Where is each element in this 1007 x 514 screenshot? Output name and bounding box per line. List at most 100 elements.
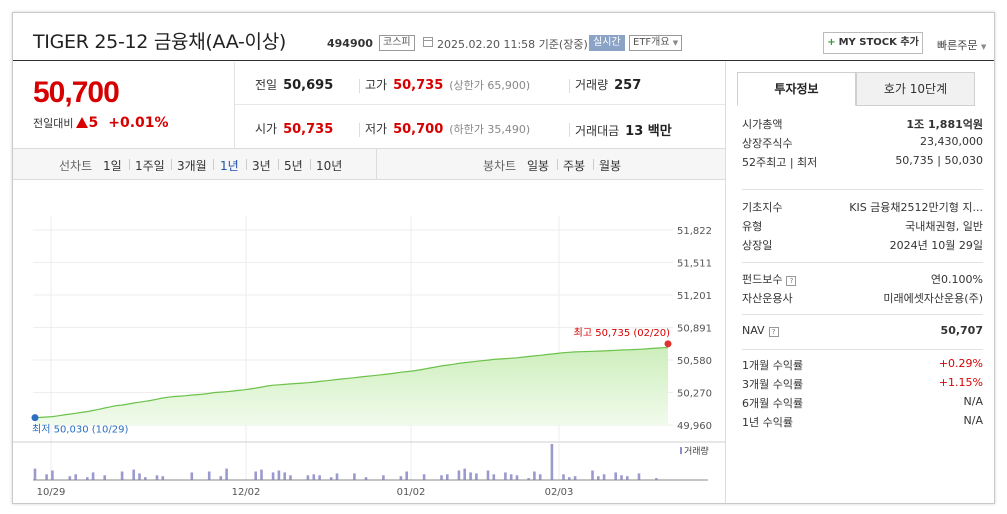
tab-candle-month[interactable]: 월봉 [599,159,622,173]
etf-overview-dropdown[interactable]: ETF개요 ▼ [629,35,683,51]
volume-bar [620,475,623,480]
tab-period-1y[interactable]: 1년 [220,159,239,173]
volume-bar [155,475,159,480]
my-stock-add-button[interactable]: + MY STOCK 추가 [823,32,923,54]
stat-value: 50,695 [283,78,334,93]
change-amount: 5 [88,115,99,131]
stat-high: 고가 50,735 (상한가 65,900) [365,76,530,93]
info-row: 3개월 수익률 +1.15% [742,376,983,395]
stat-label: 시가 [255,122,278,136]
info-value: 연0.100% [930,273,983,286]
volume-bar [353,473,356,480]
volume-bar [91,472,95,480]
stat-value: 50,735 [283,122,334,137]
y-tick-label: 51,822 [677,226,712,237]
info-row: 1개월 수익률 +0.29% [742,357,983,376]
info-key-text: 52주최고 | 최저 [742,156,818,169]
volume-bar [207,471,211,480]
stat-low: 저가 50,700 (하한가 35,490) [365,120,530,137]
price-area [35,347,668,425]
volume-bar [33,468,37,480]
volume-bar [306,475,310,480]
volume-bar [86,477,89,480]
help-icon[interactable]: ? [786,276,797,286]
info-value: 2024년 10월 29일 [889,239,983,252]
divider [171,159,172,170]
volume-bar [533,471,536,480]
info-value: 1조 1,881억원 [906,118,983,131]
info-key: 상장일 [742,237,772,253]
tab-invest-info[interactable]: 투자정보 [737,72,856,106]
volume-bar [289,475,292,480]
divider [593,159,594,170]
volume-bar [271,472,275,480]
divider [235,104,725,105]
returns-section: 1개월 수익률 +0.29% 3개월 수익률 +1.15% 6개월 수익률 N/A 1년 수… [742,357,983,433]
volume-bar [161,476,165,480]
tab-period-5y[interactable]: 5년 [284,159,303,173]
volume-bar [74,474,77,480]
info-key: 자산운용사 [742,290,793,306]
volume-bar [103,475,106,480]
info-key: 펀드보수? [742,271,797,287]
divider [742,349,983,350]
fee-section: 펀드보수? 연0.100% 자산운용사 미래에셋자산운용(주) [742,271,983,309]
divider [213,159,214,170]
tab-candle-week[interactable]: 주봉 [563,159,586,173]
volume-bar [486,470,490,480]
volume-bar [626,476,629,480]
volume-bar [45,474,48,480]
current-price: 50,700 [33,76,120,109]
volume-bar [597,476,600,480]
price-chart: 51,822 51,511 51,201 50,891 50,580 50,270 49,9… [13,216,725,498]
info-value: +0.29% [938,357,983,370]
tab-period-3y[interactable]: 3년 [252,159,271,173]
divider [569,123,570,137]
divider [569,79,570,93]
stat-prev-close: 전일 50,695 [255,76,333,93]
divider [359,79,360,93]
divider [376,149,377,179]
timestamp: 2025.02.20 11:58 기준(장중) [437,38,588,51]
fund-info-section: 기초지수 KIS 금융채2512만기형 지... 유형 국내채권형, 일반 상장일 202… [742,199,983,256]
info-value: 50,735 | 50,030 [895,154,983,167]
y-tick-label: 50,270 [677,389,712,400]
stock-header: TIGER 25-12 금융채(AA-이상) 494900 코스피 2025.0… [13,13,994,61]
divider [246,159,247,170]
volume-bar [550,444,554,480]
volume-bar [283,472,286,480]
volume-bar [225,468,228,480]
info-value: 미래에셋자산운용(주) [883,292,983,305]
help-icon[interactable]: ? [768,327,779,337]
volume-bar [573,476,577,480]
low-point-marker [31,414,39,422]
volume-bar [364,477,368,480]
volume-bar [504,472,507,480]
volume-bar [318,475,321,480]
tab-period-1w[interactable]: 1주일 [135,159,165,173]
tab-period-3m[interactable]: 3개월 [177,159,207,173]
quick-order-button[interactable]: 빠른주문 ▼ [937,37,986,53]
volume-bar [277,470,281,480]
info-key-text: 3개월 수익률 [742,378,804,391]
tab-hoga-10[interactable]: 호가 10단계 [856,72,975,106]
volume-bar [51,470,54,480]
volume-bar [138,473,141,480]
realtime-badge[interactable]: 실시간 [589,35,625,51]
x-tick-label: 02/03 [545,487,574,498]
tab-period-1d[interactable]: 1일 [103,159,122,173]
info-row: 상장일 2024년 10월 29일 [742,237,983,256]
info-value: N/A [963,414,983,427]
tab-candle-day[interactable]: 일봉 [527,159,550,173]
volume-bar [469,472,472,480]
candle-chart-label: 봉차트 [483,159,517,173]
price-stats: 전일 50,695 고가 50,735 (상한가 65,900) 거래량 257 시가 5… [235,62,725,148]
info-key-text: 시가총액 [742,118,783,131]
high-point-marker [664,340,672,348]
tab-period-10y[interactable]: 10년 [316,159,343,173]
volume-bar [509,474,513,480]
volume-bar [568,477,571,480]
volume-bar [591,470,594,480]
volume-bar [602,474,606,480]
info-row: 자산운용사 미래에셋자산운용(주) [742,290,983,309]
